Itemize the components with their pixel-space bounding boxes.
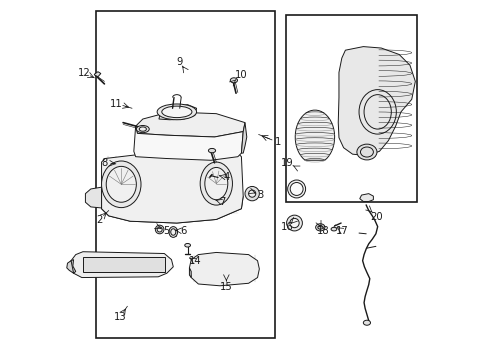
Text: 5: 5 bbox=[163, 226, 169, 236]
Text: 4: 4 bbox=[223, 172, 229, 182]
Polygon shape bbox=[190, 268, 191, 278]
Ellipse shape bbox=[245, 186, 259, 201]
Text: 13: 13 bbox=[114, 312, 126, 322]
Ellipse shape bbox=[364, 320, 370, 325]
Text: 9: 9 bbox=[176, 57, 183, 67]
Polygon shape bbox=[70, 252, 173, 278]
Ellipse shape bbox=[200, 162, 232, 205]
Ellipse shape bbox=[169, 226, 177, 237]
Ellipse shape bbox=[331, 227, 337, 231]
Text: 2: 2 bbox=[96, 215, 102, 225]
Text: 19: 19 bbox=[281, 158, 294, 168]
Ellipse shape bbox=[287, 215, 302, 231]
Bar bbox=[83, 257, 166, 272]
Polygon shape bbox=[136, 112, 245, 137]
Ellipse shape bbox=[171, 229, 176, 235]
Polygon shape bbox=[159, 105, 196, 120]
Ellipse shape bbox=[248, 190, 256, 197]
Text: 12: 12 bbox=[78, 68, 91, 78]
Polygon shape bbox=[134, 126, 243, 160]
Polygon shape bbox=[295, 110, 335, 160]
Text: 18: 18 bbox=[317, 226, 329, 236]
Text: 16: 16 bbox=[281, 222, 294, 232]
Text: 10: 10 bbox=[234, 70, 247, 80]
Ellipse shape bbox=[230, 78, 238, 83]
Polygon shape bbox=[101, 196, 243, 223]
Ellipse shape bbox=[101, 161, 141, 208]
Ellipse shape bbox=[288, 180, 306, 198]
Polygon shape bbox=[95, 72, 101, 77]
Polygon shape bbox=[242, 123, 247, 153]
Ellipse shape bbox=[155, 225, 164, 234]
Polygon shape bbox=[112, 169, 200, 182]
Polygon shape bbox=[338, 46, 416, 156]
Text: 14: 14 bbox=[189, 256, 202, 266]
Text: 8: 8 bbox=[101, 158, 107, 168]
Polygon shape bbox=[360, 194, 373, 202]
Ellipse shape bbox=[185, 243, 191, 247]
Polygon shape bbox=[67, 261, 74, 273]
Ellipse shape bbox=[208, 148, 216, 153]
Polygon shape bbox=[107, 155, 198, 176]
Bar bbox=[286, 15, 417, 202]
Text: 11: 11 bbox=[110, 99, 123, 109]
Text: 3: 3 bbox=[257, 190, 264, 200]
Polygon shape bbox=[70, 260, 76, 273]
Ellipse shape bbox=[139, 127, 147, 131]
Ellipse shape bbox=[318, 226, 323, 229]
Ellipse shape bbox=[290, 183, 303, 195]
Text: 15: 15 bbox=[220, 282, 233, 292]
Text: 17: 17 bbox=[336, 226, 349, 236]
Polygon shape bbox=[101, 153, 243, 223]
Text: 1: 1 bbox=[275, 138, 281, 147]
Ellipse shape bbox=[316, 224, 325, 231]
Polygon shape bbox=[190, 252, 259, 286]
Text: 20: 20 bbox=[370, 212, 383, 221]
Ellipse shape bbox=[359, 90, 396, 134]
Text: 7: 7 bbox=[220, 197, 226, 207]
Text: 6: 6 bbox=[180, 226, 187, 236]
Polygon shape bbox=[85, 187, 101, 208]
Ellipse shape bbox=[357, 144, 377, 160]
Ellipse shape bbox=[157, 227, 162, 232]
Ellipse shape bbox=[106, 166, 136, 202]
Bar bbox=[96, 12, 275, 338]
Ellipse shape bbox=[157, 104, 196, 120]
Ellipse shape bbox=[205, 167, 228, 200]
Ellipse shape bbox=[136, 126, 149, 133]
Ellipse shape bbox=[162, 106, 192, 118]
Ellipse shape bbox=[290, 219, 299, 228]
